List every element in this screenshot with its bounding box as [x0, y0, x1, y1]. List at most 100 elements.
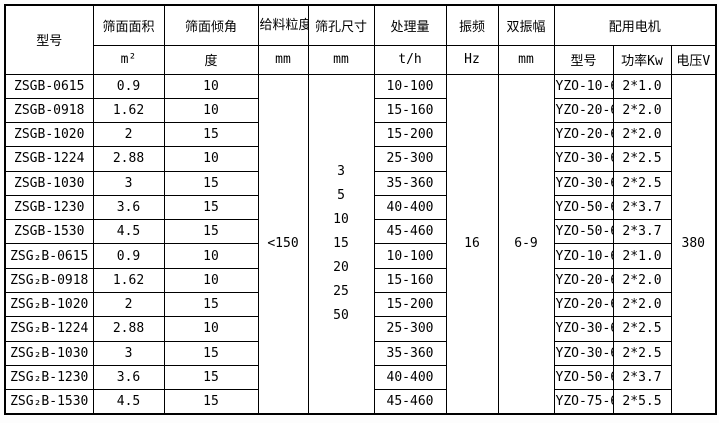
header-unit-incline: 度 [163, 44, 259, 75]
table-row: ZSGB-1530 4.5 15 45-460 YZO-50-6 2*3.7 [4, 219, 716, 245]
header-motor-power: 功率Kw [612, 44, 672, 75]
cell-capacity: 10-100 [373, 73, 447, 99]
header-unit-capacity: t/h [373, 44, 447, 75]
cell-capacity: 15-160 [373, 267, 447, 294]
cell-area: 1.62 [92, 267, 165, 294]
cell-model: ZSGB-1020 [4, 122, 94, 148]
header-row-units: m² 度 mm mm t/h Hz mm 型号 功率Kw 电压V [5, 44, 717, 75]
cell-model: ZSG₂B-1224 [4, 316, 94, 342]
cell-area: 2 [92, 292, 165, 318]
cell-motor-model: YZO-75-6 [553, 389, 614, 415]
cell-motor-power: 2*2.5 [612, 316, 672, 342]
cell-capacity: 45-460 [373, 219, 447, 245]
cell-area: 0.9 [92, 243, 165, 269]
cell-incline: 15 [163, 122, 259, 148]
hole-size-value: 15 [333, 235, 349, 251]
cell-motor-model: YZO-30-6 [553, 340, 614, 366]
cell-motor-power: 2*3.7 [612, 364, 672, 391]
header-hole-size: 筛孔尺寸 [307, 4, 375, 46]
header-amplitude: 双振幅 [497, 4, 555, 46]
cell-incline: 15 [163, 292, 259, 318]
cell-motor-model: YZO-50-6 [553, 219, 614, 245]
cell-model: ZSG₂B-1230 [4, 364, 94, 391]
table-row: ZSG₂B-0918 1.62 10 15-160 YZO-20-6 2*2.0 [4, 267, 716, 294]
table-row: ZSGB-1030 3 15 35-360 YZO-30-6 2*2.5 [4, 170, 716, 196]
table-body: ZSGB-0615 0.9 10 <150 3 5 10 15 20 25 50 10-10… [4, 73, 717, 415]
cell-area: 4.5 [92, 219, 165, 245]
cell-incline: 10 [163, 243, 259, 269]
cell-capacity: 25-300 [373, 146, 447, 172]
header-unit-feed-size: mm [257, 44, 309, 75]
cell-model: ZSG₂B-1030 [4, 340, 94, 366]
cell-motor-model: YZO-20-6 [553, 97, 614, 124]
cell-model: ZSGB-1230 [4, 194, 94, 221]
cell-incline: 10 [163, 316, 259, 342]
cell-frequency-merged: 16 [445, 73, 499, 415]
hole-size-value: 5 [337, 187, 345, 203]
cell-amplitude-merged: 6-9 [497, 73, 555, 415]
cell-model: ZSGB-0615 [4, 73, 94, 99]
cell-capacity: 40-400 [373, 194, 447, 221]
cell-motor-power: 2*1.0 [612, 243, 672, 269]
cell-model: ZSGB-0918 [4, 97, 94, 124]
cell-motor-power: 2*2.0 [612, 97, 672, 124]
hole-size-value: 10 [333, 211, 349, 227]
cell-motor-model: YZO-20-6 [553, 292, 614, 318]
table-row: ZSG₂B-1020 2 15 15-200 YZO-20-6 2*2.0 [4, 292, 716, 318]
cell-motor-power: 2*5.5 [612, 389, 672, 415]
table-row: ZSG₂B-1030 3 15 35-360 YZO-30-6 2*2.5 [4, 340, 716, 366]
cell-model: ZSG₂B-1530 [4, 389, 94, 415]
cell-model: ZSGB-1530 [4, 219, 94, 245]
cell-incline: 10 [163, 73, 259, 99]
header-capacity: 处理量 [373, 4, 447, 46]
cell-model: ZSG₂B-0918 [4, 267, 94, 294]
cell-feed-size-merged: <150 [257, 73, 309, 415]
cell-motor-model: YZO-10-6 [553, 73, 614, 99]
hole-size-value: 25 [333, 283, 349, 299]
cell-capacity: 10-100 [373, 243, 447, 269]
cell-area: 3 [92, 340, 165, 366]
cell-area: 3.6 [92, 194, 165, 221]
cell-incline: 15 [163, 194, 259, 221]
cell-capacity: 40-400 [373, 364, 447, 391]
cell-motor-power: 2*2.5 [612, 146, 672, 172]
cell-motor-power: 2*3.7 [612, 194, 672, 221]
table-row: ZSG₂B-1224 2.88 10 25-300 YZO-30-6 2*2.5 [4, 316, 716, 342]
cell-capacity: 25-300 [373, 316, 447, 342]
cell-motor-power: 2*2.5 [612, 170, 672, 196]
cell-area: 2.88 [92, 146, 165, 172]
cell-area: 4.5 [92, 389, 165, 415]
cell-motor-power: 2*2.0 [612, 122, 672, 148]
header-motor-group: 配用电机 [553, 4, 717, 46]
cell-capacity: 15-160 [373, 97, 447, 124]
table-row: ZSGB-0918 1.62 10 15-160 YZO-20-6 2*2.0 [4, 97, 716, 124]
table-row: ZSGB-0615 0.9 10 <150 3 5 10 15 20 25 50 10-10… [4, 73, 717, 415]
header-unit-amplitude: mm [497, 44, 555, 75]
cell-incline: 15 [163, 364, 259, 391]
cell-motor-model: YZO-30-6 [553, 146, 614, 172]
cell-motor-model: YZO-10-6 [553, 243, 614, 269]
cell-incline: 15 [163, 389, 259, 415]
cell-area: 0.9 [92, 73, 165, 99]
cell-model: ZSG₂B-1020 [4, 292, 94, 318]
header-unit-area: m² [92, 44, 165, 75]
cell-motor-model: YZO-30-6 [553, 170, 614, 196]
cell-incline: 10 [163, 146, 259, 172]
hole-size-value: 20 [333, 259, 349, 275]
cell-motor-power: 2*2.0 [612, 267, 672, 294]
cell-area: 2 [92, 122, 165, 148]
cell-motor-power: 2*2.5 [612, 340, 672, 366]
hole-size-value: 3 [337, 163, 345, 179]
spec-table: 型号 筛面面积 筛面倾角 给料粒度 筛孔尺寸 处理量 振频 双振幅 配用电机 m… [4, 4, 718, 415]
cell-motor-model: YZO-50-6 [553, 364, 614, 391]
header-motor-voltage: 电压V [670, 44, 717, 75]
header-feed-size: 给料粒度 [257, 4, 309, 46]
cell-hole-sizes-merged: 3 5 10 15 20 25 50 [307, 73, 375, 415]
cell-incline: 10 [163, 97, 259, 124]
table-row: ZSG₂B-1530 4.5 15 45-460 YZO-75-6 2*5.5 [4, 389, 716, 415]
cell-motor-model: YZO-30-6 [553, 316, 614, 342]
table-header: 型号 筛面面积 筛面倾角 给料粒度 筛孔尺寸 处理量 振频 双振幅 配用电机 m… [4, 4, 717, 75]
cell-motor-model: YZO-20-6 [553, 122, 614, 148]
cell-capacity: 35-360 [373, 170, 447, 196]
